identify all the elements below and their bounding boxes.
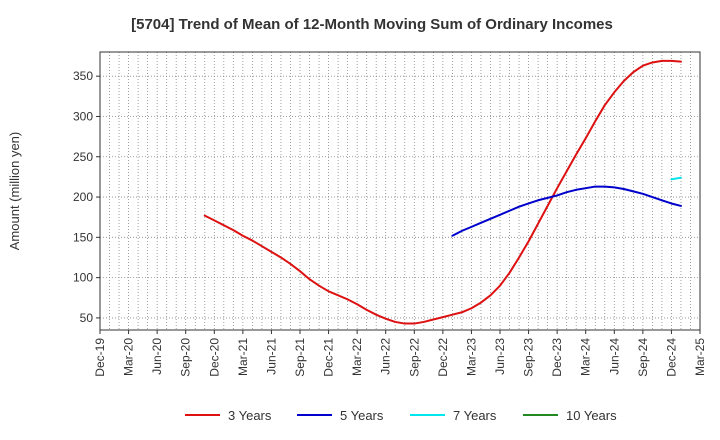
x-tick-label: Sep-20 xyxy=(179,338,193,377)
x-tick-label: Mar-22 xyxy=(350,338,364,376)
x-axis-ticks: Dec-19 Mar-20 Jun-20 Sep-20 Dec-20 Mar-21 Jun-… xyxy=(93,330,707,377)
x-tick-label: Dec-19 xyxy=(93,338,107,377)
x-tick-label: Dec-23 xyxy=(550,338,564,377)
legend-label: 10 Years xyxy=(566,408,617,423)
grid xyxy=(100,52,700,330)
y-tick-label: 150 xyxy=(73,230,93,244)
x-tick-label: Dec-20 xyxy=(207,338,221,377)
x-tick-label: Mar-20 xyxy=(122,338,136,376)
y-tick-label: 100 xyxy=(73,271,93,285)
x-tick-label: Jun-23 xyxy=(493,338,507,375)
y-tick-label: 200 xyxy=(73,190,93,204)
y-tick-label: 300 xyxy=(73,109,93,123)
legend-label: 3 Years xyxy=(228,408,272,423)
x-tick-label: Dec-24 xyxy=(664,338,678,377)
x-tick-label: Mar-24 xyxy=(579,338,593,376)
x-tick-label: Jun-22 xyxy=(379,338,393,375)
y-tick-label: 50 xyxy=(80,311,94,325)
y-tick-label: 250 xyxy=(73,150,93,164)
x-tick-label: Dec-21 xyxy=(322,338,336,377)
legend-label: 5 Years xyxy=(340,408,384,423)
series-line-5-years xyxy=(451,185,682,237)
x-tick-label: Mar-21 xyxy=(236,338,250,376)
x-tick-label: Sep-22 xyxy=(407,338,421,377)
legend: 3 Years 5 Years 7 Years 10 Years xyxy=(185,408,617,423)
plot-frame xyxy=(99,51,701,331)
series-line-3-years xyxy=(203,59,682,325)
x-tick-label: Sep-21 xyxy=(293,338,307,377)
x-tick-label: Sep-24 xyxy=(636,338,650,377)
x-tick-label: Dec-22 xyxy=(436,338,450,377)
x-tick-label: Mar-23 xyxy=(464,338,478,376)
x-tick-label: Jun-21 xyxy=(264,338,278,375)
y-axis-ticks: 50 100 150 200 250 300 350 xyxy=(73,69,100,325)
chart-title: [5704] Trend of Mean of 12-Month Moving … xyxy=(131,16,613,33)
y-tick-label: 350 xyxy=(73,69,93,83)
x-tick-label: Mar-25 xyxy=(693,338,707,376)
series-lines xyxy=(203,59,682,325)
legend-label: 7 Years xyxy=(453,408,497,423)
series-line-7-years xyxy=(670,176,682,181)
x-tick-label: Jun-24 xyxy=(607,338,621,375)
x-tick-label: Jun-20 xyxy=(150,338,164,375)
x-tick-label: Sep-23 xyxy=(522,338,536,377)
y-axis-label: Amount (million yen) xyxy=(7,132,22,251)
